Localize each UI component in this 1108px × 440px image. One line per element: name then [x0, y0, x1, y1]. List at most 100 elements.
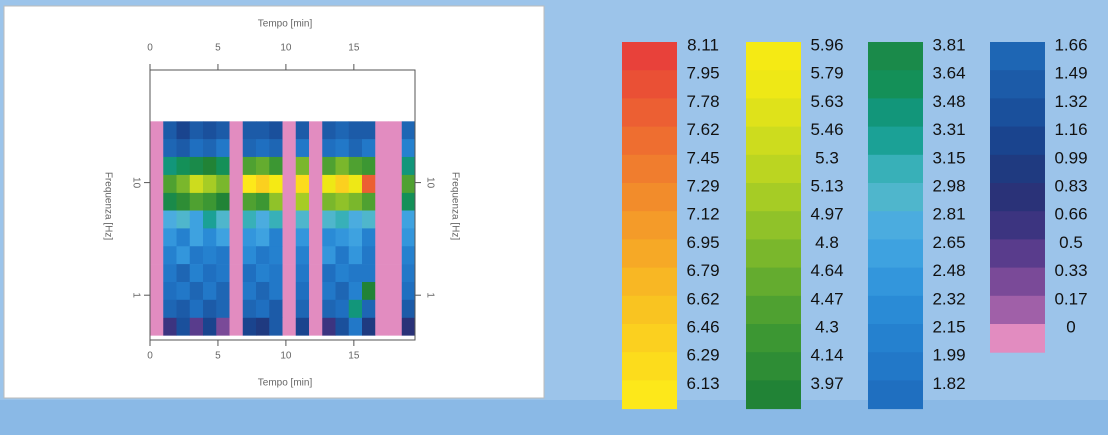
legend-swatch [746, 352, 801, 381]
heatmap-cell [269, 281, 283, 301]
legend-label: 2.15 [932, 317, 965, 336]
heatmap-cell [216, 246, 230, 265]
heatmap-cell [388, 264, 403, 283]
heatmap-cell [176, 121, 191, 140]
legend-label: 7.78 [686, 92, 719, 111]
x-tick-label: 5 [215, 351, 221, 362]
legend-swatch [990, 154, 1045, 184]
heatmap-cell [375, 299, 389, 319]
heatmap-cell [322, 121, 336, 140]
legend-label: 5.63 [810, 92, 843, 111]
heatmap-cell [348, 174, 363, 194]
heatmap-cell [335, 246, 350, 265]
heatmap-cell [322, 317, 336, 336]
heatmap-cell [229, 299, 244, 319]
y-tick-label: 1 [130, 292, 141, 298]
heatmap-cell [348, 317, 363, 336]
heatmap-cell [242, 174, 257, 194]
heatmap-cell [150, 139, 164, 158]
legend-swatch [990, 239, 1045, 269]
legend-label: 2.65 [932, 233, 965, 252]
legend-label: 7.12 [686, 205, 719, 224]
heatmap-cell [401, 246, 416, 265]
legend-label: 4.47 [810, 289, 843, 308]
heatmap-cell [401, 264, 416, 283]
heatmap-cell [242, 228, 257, 247]
legend-swatch [622, 380, 677, 410]
heatmap-cell [242, 317, 257, 336]
heatmap-cell [362, 246, 376, 265]
legend-label: 3.15 [932, 148, 965, 167]
heatmap-cell [269, 139, 283, 158]
legend-swatch [990, 267, 1045, 297]
legend-swatch [622, 183, 677, 212]
heatmap-cell [375, 317, 389, 336]
legend-swatch [868, 183, 923, 212]
heatmap-cell [401, 139, 416, 158]
heatmap-cell [256, 210, 270, 229]
legend-swatch [746, 295, 801, 325]
heatmap-cell [150, 228, 164, 247]
legend-label: 2.98 [932, 176, 965, 195]
heatmap-cell [242, 299, 257, 319]
heatmap-cell [203, 192, 217, 211]
heatmap-cell [176, 139, 191, 158]
heatmap-cell [282, 139, 297, 158]
legend-label: 6.95 [686, 233, 719, 252]
heatmap-cell [388, 228, 403, 247]
legend-swatch [746, 42, 801, 71]
legend-label: 5.13 [810, 176, 843, 195]
heatmap-cell [295, 281, 310, 301]
heatmap-cell [242, 139, 257, 158]
legend-label: 0.5 [1059, 233, 1083, 252]
legend-swatch [746, 126, 801, 156]
legend-swatch [868, 324, 923, 353]
heatmap-cell [216, 210, 230, 229]
heatmap-cell [269, 156, 283, 176]
heatmap-cell [229, 228, 244, 247]
heatmap-cell [335, 317, 350, 336]
heatmap-cell [375, 121, 389, 140]
heatmap-cell [295, 156, 310, 176]
heatmap-cell [322, 228, 336, 247]
heatmap-cell [295, 174, 310, 194]
heatmap-cell [335, 299, 350, 319]
heatmap-cell [269, 299, 283, 319]
heatmap-cell [362, 299, 376, 319]
heatmap-cell [242, 121, 257, 140]
heatmap-cell [269, 174, 283, 194]
heatmap-cell [282, 174, 297, 194]
heatmap-cell [163, 139, 177, 158]
legend-label: 7.62 [686, 120, 719, 139]
heatmap-cell [216, 192, 230, 211]
top-x-label: Tempo [min] [258, 19, 313, 30]
heatmap-cell [401, 121, 416, 140]
heatmap-cell [242, 210, 257, 229]
heatmap-cell [375, 174, 389, 194]
heatmap-cell [150, 121, 164, 140]
x-tick-label-top: 10 [280, 43, 292, 54]
heatmap-cell [203, 281, 217, 301]
legend-swatch [868, 239, 923, 269]
legend-swatch [622, 126, 677, 156]
legend-label: 6.79 [686, 261, 719, 280]
legend-label: 3.81 [932, 35, 965, 54]
legend-label: 4.3 [815, 317, 839, 336]
heatmap-cell [150, 156, 164, 176]
heatmap-cell [189, 139, 204, 158]
heatmap-cell [309, 246, 323, 265]
heatmap-cell [388, 192, 403, 211]
heatmap-cell [375, 192, 389, 211]
heatmap-cell [388, 281, 403, 301]
heatmap-cell [216, 139, 230, 158]
legend-swatch [990, 295, 1045, 325]
heatmap-cell [322, 192, 336, 211]
legend-label: 1.66 [1054, 35, 1087, 54]
heatmap-cell [348, 246, 363, 265]
heatmap-cell [388, 299, 403, 319]
heatmap-cell [242, 156, 257, 176]
heatmap-cell [189, 210, 204, 229]
heatmap-cell [216, 299, 230, 319]
heatmap-cell [203, 174, 217, 194]
legend-swatch [622, 239, 677, 269]
